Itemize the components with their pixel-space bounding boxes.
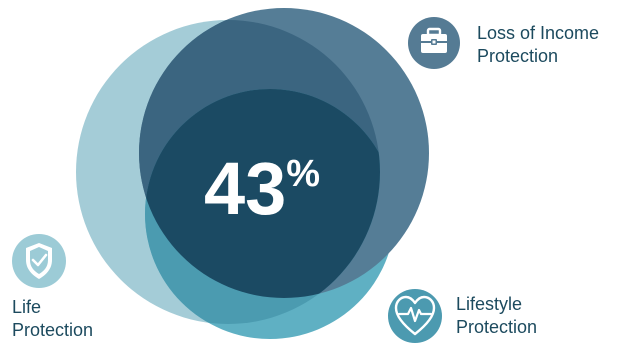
center-percentage: 43% [204, 147, 320, 230]
percentage-unit: % [286, 153, 320, 195]
briefcase-icon [408, 17, 460, 69]
lifestyle-protection-label-line1: Lifestyle [456, 294, 523, 314]
life-protection-label-line1: Life [12, 297, 42, 317]
life-protection-label-line2: Protection [12, 320, 94, 340]
lifestyle-protection-label-line2: Protection [456, 317, 538, 337]
loss-of-income-label-line2: Protection [477, 46, 559, 66]
loss-of-income-label-line1: Loss of Income [477, 23, 600, 43]
percentage-number: 43 [204, 147, 286, 230]
life-protection-label: Life Protection [12, 296, 93, 342]
heart-pulse-icon [388, 289, 442, 343]
loss-of-income-label: Loss of Income Protection [477, 22, 599, 68]
lifestyle-protection-label: Lifestyle Protection [456, 293, 537, 339]
shield-check-icon [12, 234, 66, 288]
